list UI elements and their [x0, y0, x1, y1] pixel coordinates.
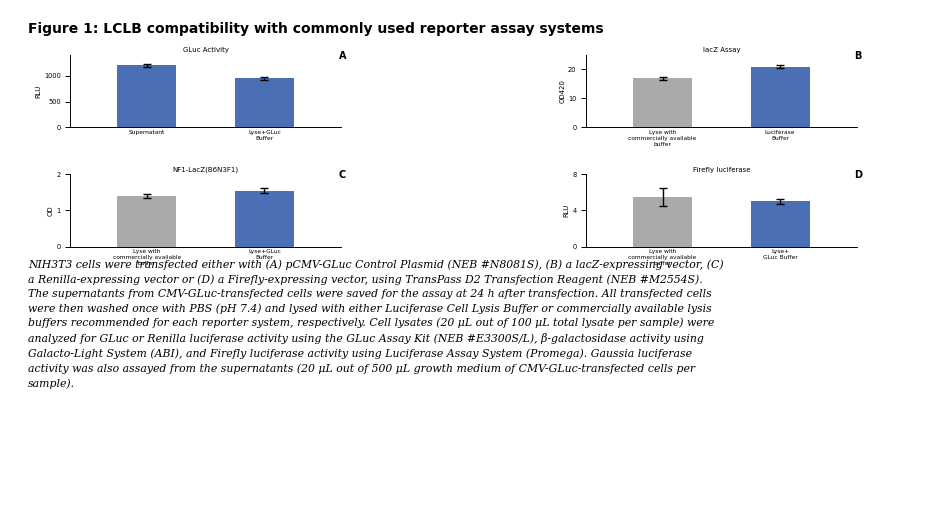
- Title: lacZ Assay: lacZ Assay: [703, 47, 740, 53]
- Bar: [633, 197, 692, 246]
- Bar: [751, 201, 809, 246]
- Text: A: A: [338, 50, 346, 61]
- Bar: [235, 191, 294, 246]
- Bar: [118, 196, 176, 246]
- Title: Firefly luciferase: Firefly luciferase: [692, 167, 750, 173]
- Y-axis label: OD: OD: [47, 205, 54, 216]
- Y-axis label: RLU: RLU: [564, 204, 569, 217]
- Bar: [235, 78, 294, 127]
- Text: NIH3T3 cells were transfected either with (A) pCMV-GLuc Control Plasmid (NEB #N8: NIH3T3 cells were transfected either wit…: [28, 259, 723, 389]
- Bar: [633, 78, 692, 127]
- Text: Figure 1: LCLB compatibility with commonly used reporter assay systems: Figure 1: LCLB compatibility with common…: [28, 22, 603, 36]
- Bar: [118, 65, 176, 127]
- Title: GLuc Activity: GLuc Activity: [183, 47, 229, 53]
- Y-axis label: OD420: OD420: [559, 79, 565, 103]
- Text: D: D: [854, 170, 862, 180]
- Title: NF1-LacZ(B6N3F1): NF1-LacZ(B6N3F1): [172, 167, 239, 173]
- Text: C: C: [339, 170, 346, 180]
- Text: B: B: [855, 50, 862, 61]
- Bar: [751, 66, 809, 127]
- Y-axis label: RLU: RLU: [35, 84, 41, 98]
